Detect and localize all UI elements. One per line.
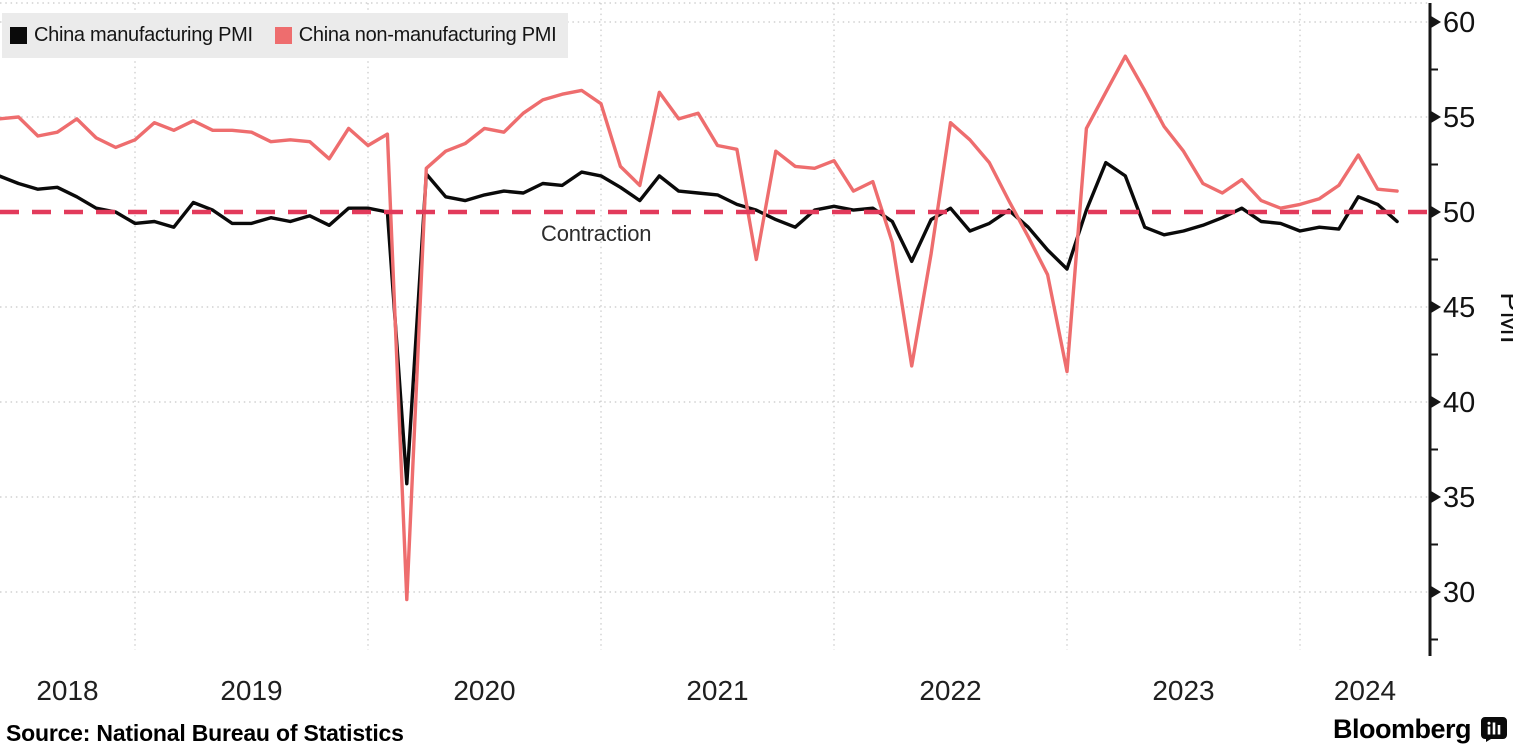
x-year-label-2024: 2024 bbox=[1334, 675, 1396, 706]
legend-swatch-non-manufacturing bbox=[274, 27, 292, 44]
y-tick-label-40: 40 bbox=[1443, 387, 1475, 419]
y-tick-label-45: 45 bbox=[1443, 292, 1475, 324]
legend-swatch-manufacturing bbox=[10, 27, 27, 44]
y-tick-arrow-45 bbox=[1431, 301, 1441, 313]
bloomberg-wordmark: Bloomberg bbox=[1332, 714, 1472, 744]
source-note: Source: National Bureau of Statistics bbox=[6, 720, 404, 746]
x-year-label-2020: 2020 bbox=[453, 675, 515, 706]
y-tick-arrow-35 bbox=[1431, 491, 1441, 503]
y-tick-arrow-40 bbox=[1431, 396, 1441, 408]
x-year-label-2021: 2021 bbox=[686, 675, 748, 706]
bloomberg-branding: Bloomberg bbox=[1333, 714, 1507, 745]
manufacturing-pmi-line bbox=[0, 160, 1399, 486]
x-year-label-2023: 2023 bbox=[1152, 675, 1214, 706]
y-tick-label-30: 30 bbox=[1443, 577, 1475, 609]
legend-label-non-manufacturing: China non-manufacturing PMI bbox=[298, 24, 557, 46]
legend-item-non-manufacturing: China non-manufacturing PMI bbox=[274, 24, 557, 47]
y-tick-arrow-60 bbox=[1431, 16, 1441, 28]
y-tick-arrow-50 bbox=[1431, 206, 1441, 218]
x-year-label-2019: 2019 bbox=[220, 675, 282, 706]
contraction-annotation: Contraction bbox=[541, 221, 652, 246]
y-axis-title: PMI bbox=[1494, 292, 1513, 344]
legend-label-manufacturing: China manufacturing PMI bbox=[34, 24, 253, 46]
legend-item-manufacturing: China manufacturing PMI bbox=[10, 24, 253, 47]
y-tick-label-60: 60 bbox=[1443, 7, 1475, 39]
y-tick-arrow-30 bbox=[1431, 586, 1441, 598]
x-year-label-2018: 2018 bbox=[36, 675, 98, 706]
x-year-label-2022: 2022 bbox=[919, 675, 981, 706]
y-tick-label-35: 35 bbox=[1443, 482, 1475, 514]
y-tick-arrow-55 bbox=[1431, 111, 1441, 123]
bloomberg-terminal-icon bbox=[1481, 717, 1507, 742]
y-tick-label-55: 55 bbox=[1443, 102, 1475, 134]
non-manufacturing-pmi-line bbox=[0, 54, 1399, 602]
legend: China manufacturing PMI China non-manufa… bbox=[2, 13, 569, 58]
y-tick-label-50: 50 bbox=[1443, 197, 1475, 229]
